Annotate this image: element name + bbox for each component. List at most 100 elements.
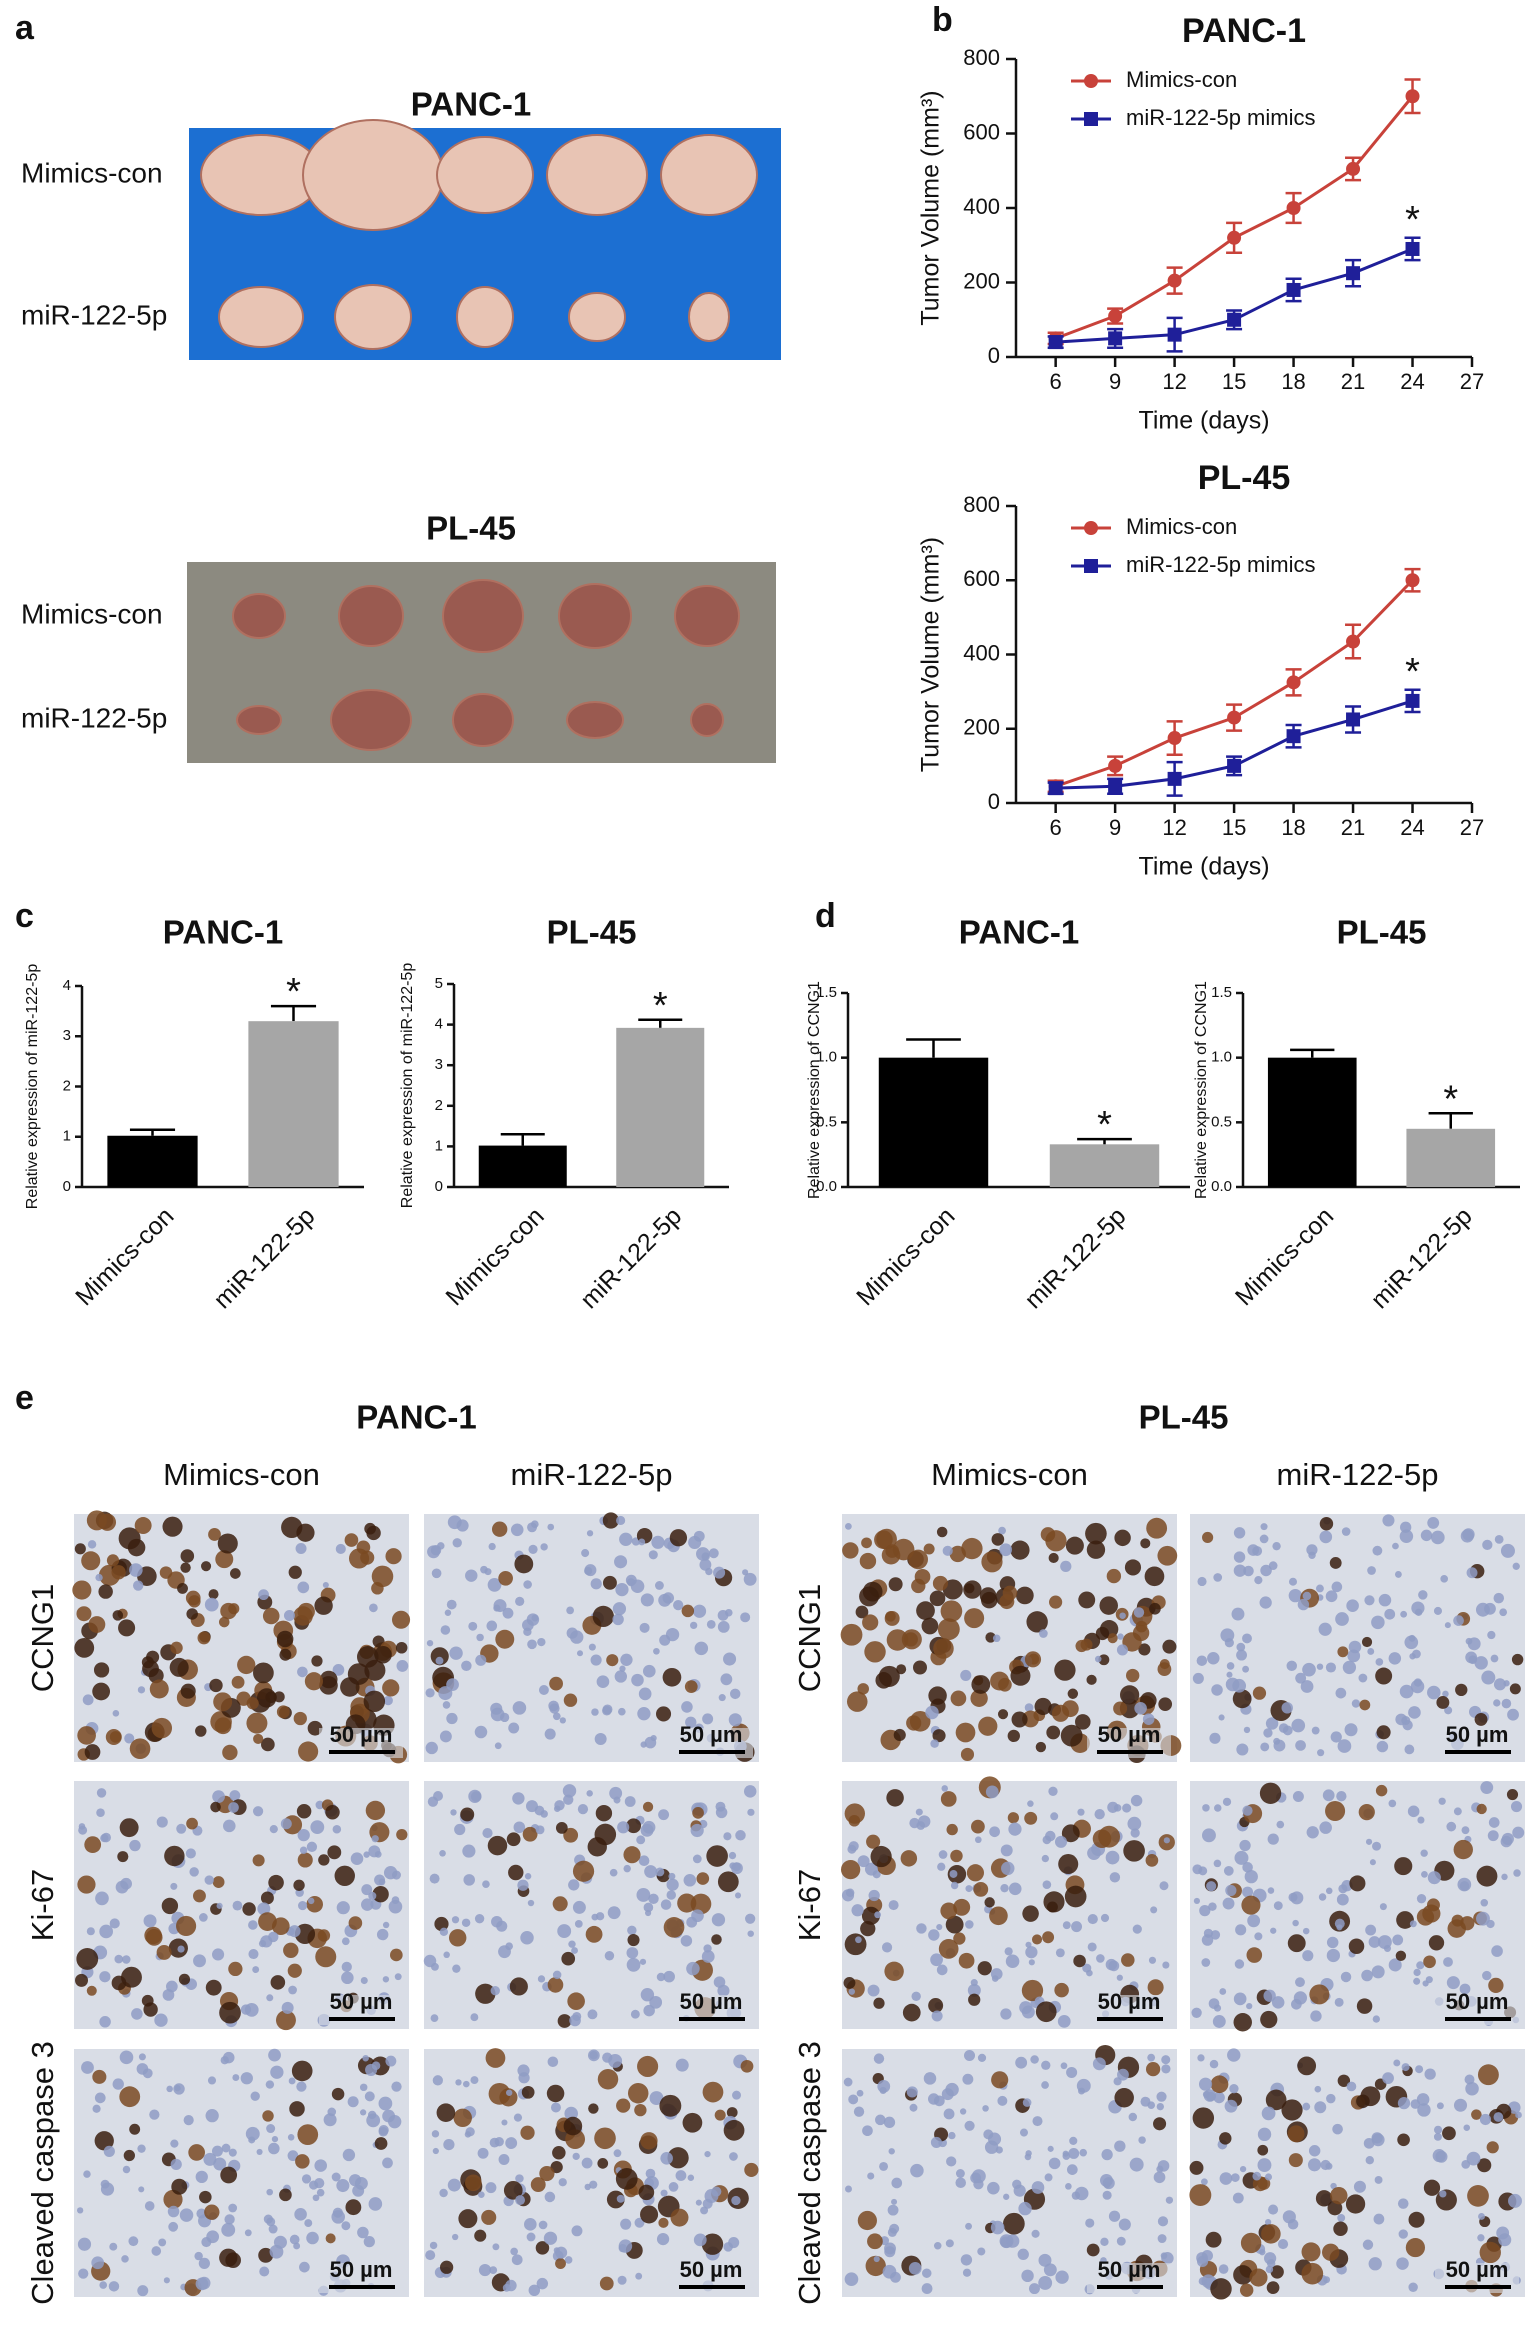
- cell: [902, 2003, 921, 2022]
- cell: [855, 1936, 862, 1944]
- point: [1108, 779, 1123, 794]
- cell: [258, 1589, 269, 1601]
- cell: [88, 1616, 106, 1633]
- cell: [559, 1717, 566, 1724]
- cell: [517, 2064, 530, 2077]
- cell: [1513, 1869, 1521, 1877]
- cell: [114, 1954, 124, 1964]
- cell: [1333, 2221, 1348, 2236]
- cell: [119, 1818, 139, 1838]
- cell: [649, 2091, 664, 2106]
- cell: [425, 2250, 436, 2261]
- cell: [213, 1692, 233, 1712]
- cell: [118, 1619, 136, 1637]
- cell: [1003, 2193, 1010, 2200]
- cell: [74, 1543, 86, 1555]
- cell: [1157, 2216, 1169, 2227]
- cell: [626, 1578, 636, 1587]
- micrograph: 50 µm: [840, 1776, 1177, 2029]
- cell: [491, 1915, 503, 1928]
- cell: [1027, 1800, 1034, 1807]
- cell: [585, 1925, 603, 1943]
- cell: [76, 1606, 92, 1622]
- cell: [692, 1854, 702, 1864]
- cell: [451, 1916, 460, 1924]
- cell: [1191, 2007, 1202, 2018]
- cell: [287, 2134, 295, 2141]
- cell: [669, 1529, 688, 1547]
- cell: [1427, 1685, 1441, 1700]
- tumor: [330, 689, 412, 751]
- cell: [431, 1568, 442, 1579]
- cell: [444, 1609, 452, 1616]
- cell: [1042, 1880, 1052, 1889]
- cell: [691, 1909, 704, 1923]
- cell: [493, 1599, 507, 1613]
- cell: [454, 1823, 466, 1836]
- cell: [228, 1603, 240, 1615]
- cell: [1102, 2177, 1115, 2190]
- x-axis-label: Time (days): [1138, 853, 1269, 881]
- point: [1286, 201, 1301, 215]
- cell: [1322, 1789, 1335, 1802]
- cell: [537, 1637, 546, 1647]
- cell: [520, 2125, 535, 2140]
- cell: [510, 2247, 518, 2256]
- cell: [942, 1545, 953, 1556]
- cell: [217, 1533, 238, 1554]
- cell: [1218, 2264, 1229, 2274]
- cell: [886, 1789, 904, 1807]
- cell: [1260, 1564, 1272, 1577]
- cell: [100, 2179, 110, 2189]
- cell: [1476, 1911, 1490, 1926]
- point: [1167, 731, 1182, 746]
- cell: [1244, 1869, 1258, 1884]
- cell: [257, 1902, 271, 1916]
- cell: [1396, 2257, 1409, 2270]
- cell: [520, 1931, 534, 1945]
- cell: [1235, 1924, 1247, 1936]
- panel-label: c: [15, 897, 34, 935]
- cell: [78, 1825, 88, 1835]
- cell: [564, 2256, 573, 2264]
- cell: [280, 1818, 292, 1830]
- cell: [704, 2189, 719, 2204]
- cell: [121, 2255, 129, 2263]
- cell: [163, 2189, 183, 2210]
- cell: [1021, 1979, 1044, 2002]
- cell: [297, 1852, 313, 1868]
- cell: [1100, 2237, 1109, 2247]
- cell: [179, 2208, 194, 2222]
- cell: [144, 2201, 155, 2211]
- cell: [240, 2072, 253, 2085]
- cell: [1101, 2148, 1113, 2161]
- cell: [547, 1523, 555, 1531]
- cell: [681, 1701, 693, 1713]
- cell: [1307, 2158, 1322, 2172]
- cell: [945, 2239, 954, 2248]
- cell: [357, 1646, 379, 1668]
- cell: [289, 2234, 300, 2245]
- cell: [940, 1791, 957, 1807]
- cell: [1046, 1901, 1058, 1913]
- cell: [1005, 1954, 1020, 1969]
- cell: [495, 1629, 515, 1649]
- cell: [845, 2185, 852, 2193]
- cell: [1192, 1864, 1203, 1875]
- cell: [1325, 1662, 1336, 1673]
- cell: [75, 1973, 89, 1987]
- row-label: CCNG1: [25, 1584, 60, 1693]
- cell: [1281, 1702, 1293, 1714]
- bar: [616, 1027, 705, 1187]
- cell: [1336, 1791, 1347, 1802]
- cell: [1206, 1881, 1217, 1892]
- cell: [1211, 1684, 1223, 1696]
- cell: [642, 1664, 656, 1678]
- cell: [1416, 1961, 1425, 1970]
- cell: [937, 1862, 946, 1871]
- cell: [998, 1526, 1006, 1535]
- cell: [1087, 1913, 1098, 1925]
- cell: [283, 1609, 295, 1621]
- cell: [1087, 1846, 1101, 1860]
- cell: [909, 1710, 931, 1732]
